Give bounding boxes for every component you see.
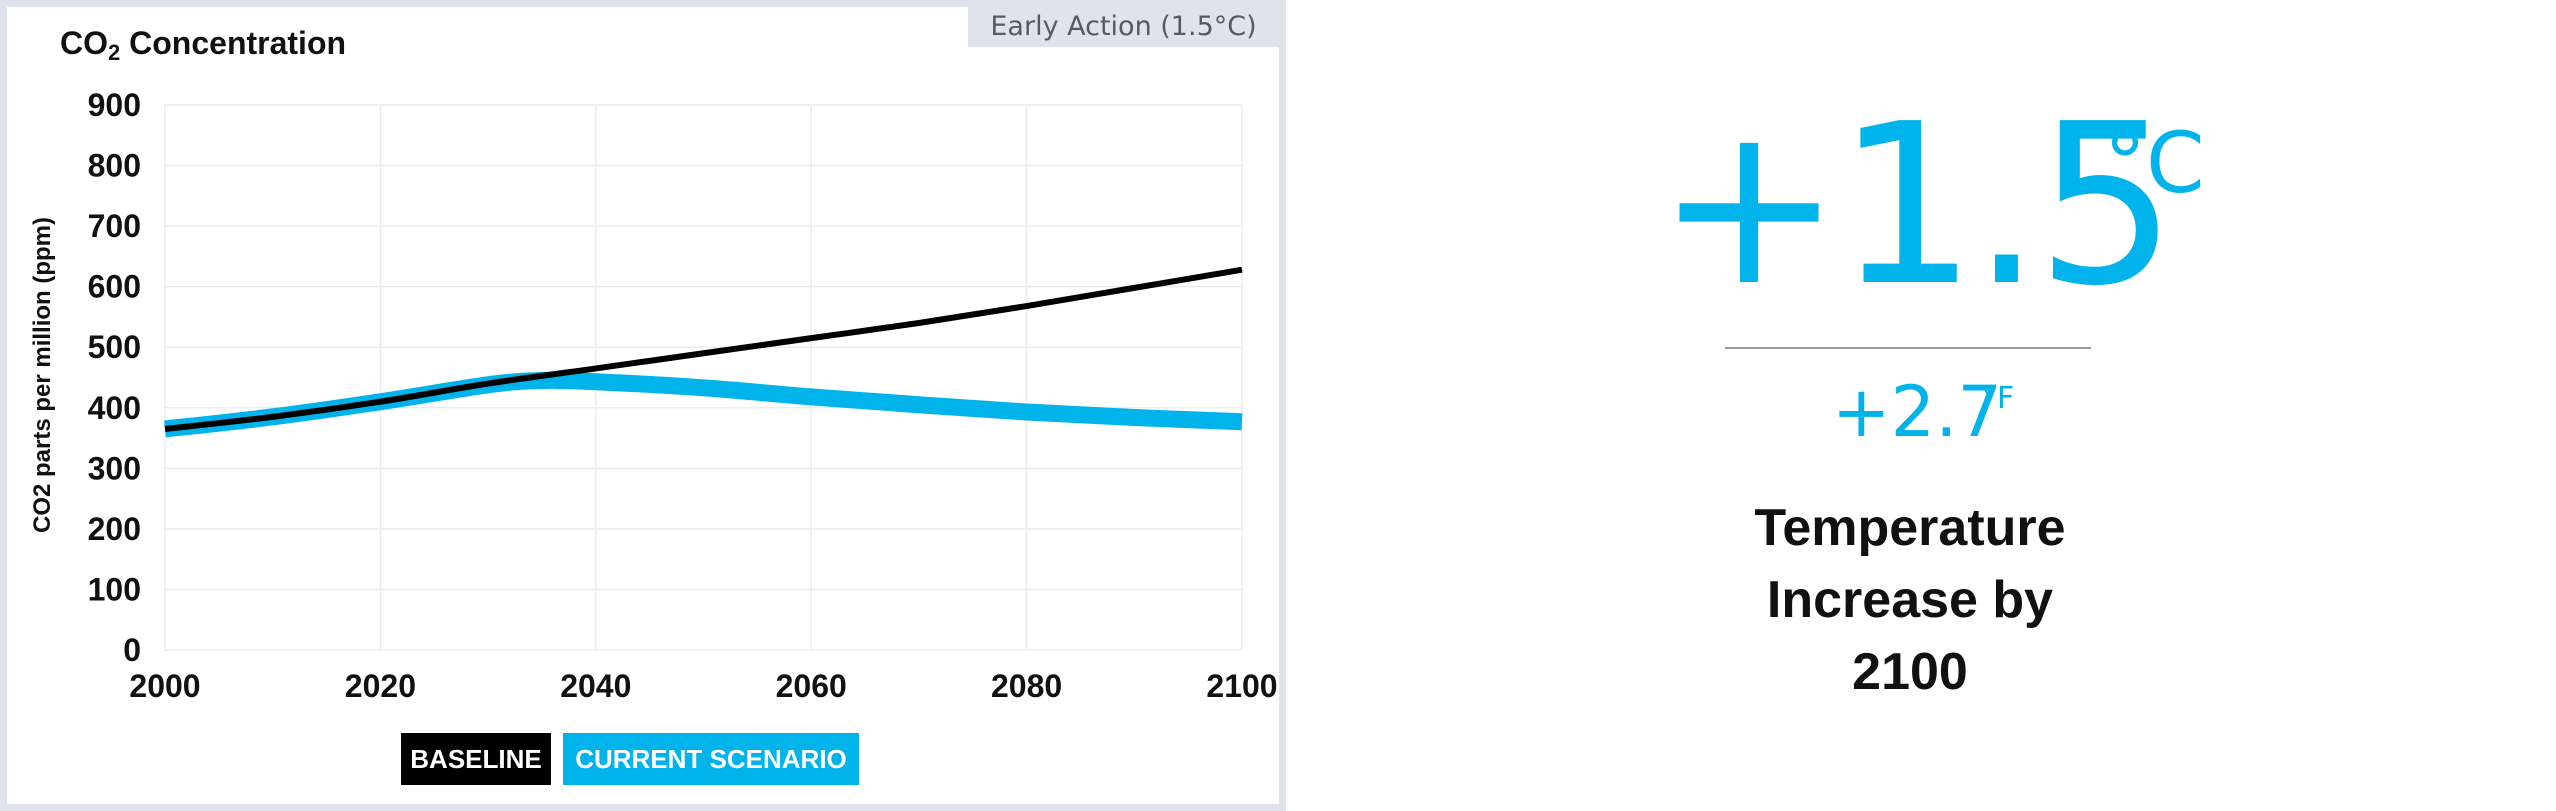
chart-legend: BASELINE CURRENT SCENARIO [401, 733, 859, 785]
y-tick-label: 400 [88, 390, 141, 426]
x-tick-label: 2100 [1206, 668, 1277, 704]
temperature-celsius: +1.5 °C [1656, 95, 2205, 317]
current-scenario-line [164, 371, 1243, 438]
temperature-divider [1725, 347, 2091, 349]
y-axis-ticks: 0 100 200 300 400 500 600 700 800 900 [88, 87, 141, 668]
x-axis-ticks: 2000 2020 2040 2060 2080 2100 [129, 668, 1277, 704]
y-tick-label: 300 [88, 450, 141, 486]
legend-current-scenario-button[interactable]: CURRENT SCENARIO [563, 733, 859, 785]
chart-title-main: CO [60, 25, 108, 61]
chart-title-rest: Concentration [120, 25, 347, 61]
co2-chart: 0 100 200 300 400 500 600 700 800 900 2000 2020 204… [29, 87, 1278, 704]
x-tick-label: 2020 [345, 668, 416, 704]
temperature-fahrenheit-value: +2.7 [1832, 371, 2002, 453]
x-tick-label: 2080 [991, 668, 1062, 704]
temperature-celsius-unit: °C [2104, 114, 2205, 212]
y-tick-label: 600 [88, 269, 141, 305]
temperature-caption: Temperature Increase by 2100 [1700, 492, 2120, 708]
x-tick-label: 2060 [776, 668, 847, 704]
temperature-caption-line-2: Increase by [1766, 571, 2054, 629]
y-tick-label: 700 [88, 208, 141, 244]
chart-panel: CO2 Concentration Early Action (1.5°C) [0, 0, 1286, 811]
y-tick-label: 200 [88, 511, 141, 547]
chart-grid [164, 104, 1243, 651]
chart-title-subscript: 2 [108, 40, 121, 65]
legend-baseline-button[interactable]: BASELINE [401, 733, 551, 785]
y-tick-label: 500 [88, 329, 141, 365]
y-tick-label: 0 [123, 632, 141, 668]
temperature-caption-line-1: Temperature [1754, 499, 2066, 557]
chart-title: CO2 Concentration [60, 25, 346, 66]
chart-series [164, 266, 1243, 438]
y-tick-label: 100 [88, 571, 141, 607]
x-tick-label: 2040 [560, 668, 631, 704]
temperature-fahrenheit-unit: °F [1982, 381, 2015, 416]
temperature-celsius-value: +1.5 [1656, 77, 2177, 335]
scenario-tag: Early Action (1.5°C) [968, 7, 1279, 47]
x-tick-label: 2000 [129, 668, 200, 704]
temperature-fahrenheit: +2.7 °F [1832, 377, 2014, 447]
y-tick-label: 900 [88, 87, 141, 123]
y-tick-label: 800 [88, 148, 141, 184]
temperature-panel: +1.5 °C +2.7 °F Temperature Increase by … [1620, 0, 2220, 811]
baseline-line [164, 266, 1243, 432]
y-axis-title: CO2 parts per million (ppm) [29, 217, 56, 533]
temperature-caption-line-3: 2100 [1852, 643, 1968, 701]
